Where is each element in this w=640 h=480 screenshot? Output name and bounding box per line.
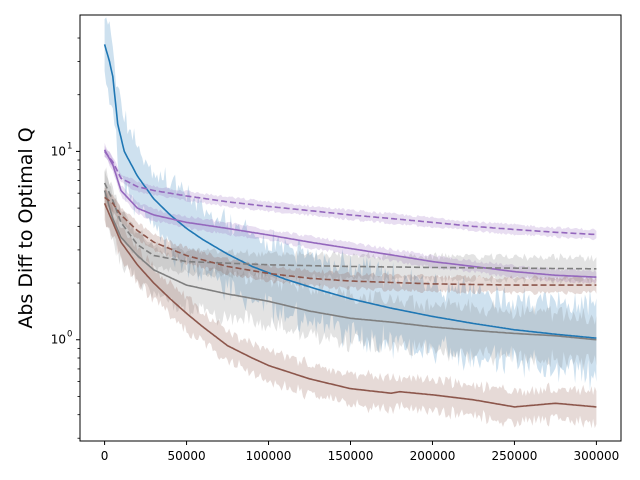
series-6-band: [104, 189, 597, 295]
y-tick-exponent: 0: [67, 330, 72, 340]
series-3-band: [104, 142, 597, 285]
x-axis: 0 50000 100000 150000 200000 250000 300000: [101, 441, 620, 463]
x-tick-label: 300000: [574, 449, 620, 463]
series-lines: [103, 44, 597, 408]
series-5-line: [103, 182, 597, 270]
series-1-band: [104, 167, 597, 372]
y-axis-title: Abs Diff to Optimal Q: [15, 127, 37, 328]
series-1-line: [103, 190, 597, 341]
x-tick-label: 150000: [328, 449, 374, 463]
series-0-band: [104, 17, 597, 391]
series-4-line: [103, 150, 597, 236]
series-0-line: [103, 44, 597, 339]
series-5-band: [104, 169, 597, 285]
series-3-line: [103, 149, 597, 278]
y-tick-label: 10: [51, 144, 66, 158]
x-tick-label: 200000: [410, 449, 456, 463]
x-tick-label: 100000: [246, 449, 292, 463]
y-tick-exponent: 1: [67, 141, 72, 151]
x-tick-label: 0: [101, 449, 109, 463]
series-4-band: [104, 145, 597, 241]
series-2-line: [103, 202, 597, 408]
x-tick-label: 250000: [492, 449, 538, 463]
x-tick-label: 50000: [167, 449, 205, 463]
series-6-line: [104, 196, 597, 286]
y-tick-label: 10: [51, 333, 66, 347]
